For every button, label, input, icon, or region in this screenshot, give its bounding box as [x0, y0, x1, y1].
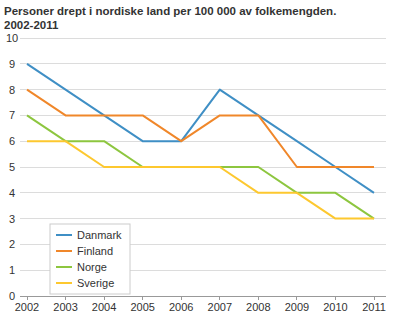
x-tick-label: 2003	[53, 301, 77, 313]
y-tick-label: 6	[9, 135, 15, 147]
series-line	[27, 90, 374, 167]
x-tick	[181, 296, 182, 300]
y-tick-label: 3	[9, 213, 15, 225]
series-line	[27, 141, 374, 218]
legend-swatch	[56, 234, 72, 236]
grid-line	[20, 63, 386, 64]
x-tick-label: 2008	[246, 301, 270, 313]
legend-label: Danmark	[77, 229, 122, 241]
series-line	[27, 64, 374, 193]
legend-label: Finland	[77, 245, 113, 257]
x-tick-label: 2010	[323, 301, 347, 313]
grid-line	[20, 38, 386, 39]
y-tick-label: 2	[9, 238, 15, 250]
x-tick-label: 2006	[169, 301, 193, 313]
x-tick	[142, 296, 143, 300]
legend-swatch	[56, 250, 72, 252]
x-tick-label: 2005	[130, 301, 154, 313]
x-tick	[65, 296, 66, 300]
x-tick-label: 2009	[285, 301, 309, 313]
legend-label: Norge	[77, 261, 107, 273]
legend: Danmark Finland Norge Sverige	[50, 224, 130, 294]
x-tick-label: 2011	[362, 301, 386, 313]
title: Personer drept i nordiske land per 100 0…	[4, 5, 336, 17]
x-tick	[104, 296, 105, 300]
series-line	[27, 115, 374, 218]
x-tick	[27, 296, 28, 300]
y-tick-label: 10	[6, 32, 18, 44]
grid-line	[20, 218, 386, 219]
y-tick-label: 7	[9, 109, 15, 121]
x-tick	[258, 296, 259, 300]
x-tick	[296, 296, 297, 300]
x-tick-label: 2004	[92, 301, 116, 313]
y-tick-label: 1	[9, 264, 15, 276]
plot-area	[27, 64, 374, 219]
y-tick-label: 9	[9, 58, 15, 70]
grid-line	[20, 296, 386, 297]
x-tick-label: 2002	[15, 301, 39, 313]
grid-line	[20, 89, 386, 90]
y-tick-label: 8	[9, 84, 15, 96]
legend-swatch	[56, 266, 72, 268]
y-tick-label: 5	[9, 161, 15, 173]
y-tick-label: 4	[9, 187, 15, 199]
chart: Personer drept i nordiske land per 100 0…	[0, 0, 393, 316]
x-tick	[219, 296, 220, 300]
legend-swatch	[56, 282, 72, 284]
x-axis	[20, 296, 386, 297]
legend-box	[50, 224, 130, 294]
x-tick	[335, 296, 336, 300]
x-tick-label: 2007	[208, 301, 232, 313]
subtitle: 2002-2011	[4, 19, 59, 31]
x-tick	[374, 296, 375, 300]
legend-label: Sverige	[77, 277, 114, 289]
